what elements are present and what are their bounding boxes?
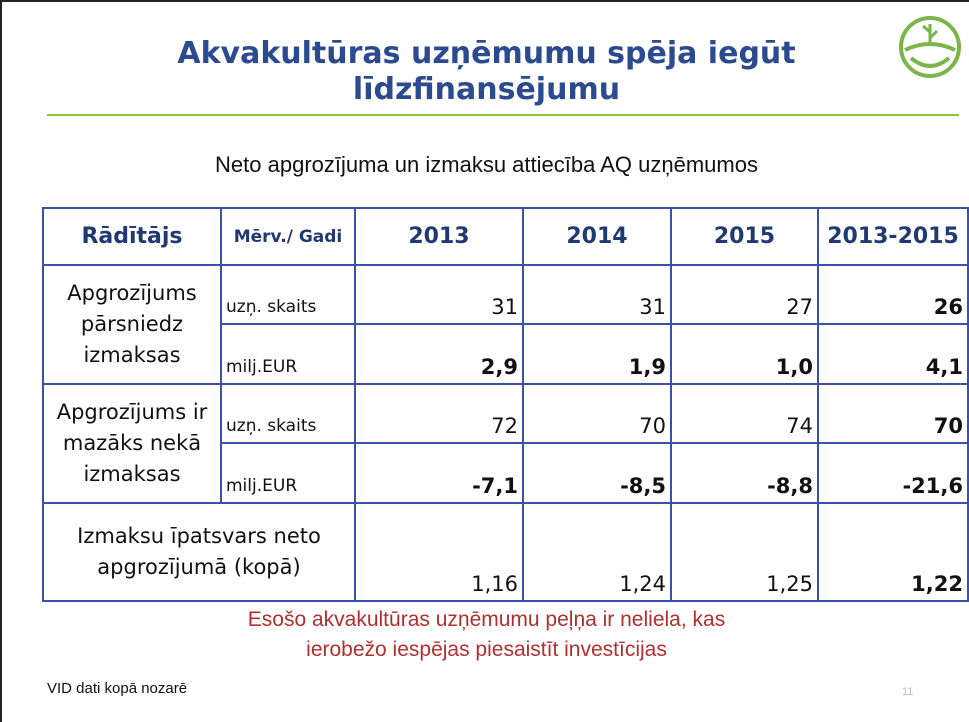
title-line: Akvakultūras uzņēmumu spēja iegūt [177, 36, 796, 71]
conclusion-line: ierobežo iespējas piesaistīt investīcija… [306, 638, 667, 661]
table-row: Apgrozījums pārsniedz izmaksas uzņ. skait… [42, 264, 969, 385]
value-cell: 70 [817, 383, 969, 444]
unit-cell: uzņ. skaits [220, 383, 356, 444]
value-cell: 27 [670, 264, 819, 325]
total-row: Izmaksu īpatsvars neto apgrozījumā (kopā… [42, 502, 969, 602]
value-cell: -21,6 [817, 442, 969, 504]
header-cell: 2014 [522, 207, 672, 266]
value-cell: 31 [354, 264, 524, 325]
unit-cell: uzņ. skaits [220, 264, 356, 325]
unit-cell: milj.EUR [220, 442, 356, 504]
header-cell: Rādītājs [42, 207, 222, 266]
header-cell: 2013 [354, 207, 524, 266]
group-label: Apgrozījums pārsniedz izmaksas [42, 264, 222, 385]
value-cell: 1,9 [522, 323, 672, 385]
value-cell: 1,22 [817, 502, 969, 602]
data-table: Rādītājs Mērv./ Gadi 2013 2014 2015 2013-2015… [42, 207, 969, 602]
header-cell: 2013-2015 [817, 207, 969, 266]
value-cell: 72 [354, 383, 524, 444]
value-cell: -8,5 [522, 442, 672, 504]
value-cell: 74 [670, 383, 819, 444]
group-label: Apgrozījums ir mazāks nekā izmaksas [42, 383, 222, 504]
page-number: 11 [902, 686, 914, 698]
value-cell: -7,1 [354, 442, 524, 504]
table-row: milj.EUR 2,9 1,9 1,0 4,1 [43, 323, 969, 385]
header-cell: 2015 [670, 207, 819, 266]
value-cell: 1,24 [522, 502, 672, 602]
header-cell: Mērv./ Gadi [220, 207, 356, 266]
value-cell: 2,9 [354, 323, 524, 385]
header-row: Rādītājs Mērv./ Gadi 2013 2014 2015 2013-2015 [42, 207, 969, 266]
value-cell: 31 [522, 264, 672, 325]
title-rule [47, 114, 959, 116]
value-cell: 1,0 [670, 323, 819, 385]
table-row: Apgrozījums ir mazāks nekā izmaksas uzņ. … [42, 383, 969, 504]
source-note: VID dati kopā nozarē [47, 680, 188, 697]
value-cell: 26 [817, 264, 969, 325]
conclusion-line: Esošo akvakultūras uzņēmumu peļņa ir nel… [247, 608, 726, 631]
value-cell: 1,25 [670, 502, 819, 602]
table-row: milj.EUR -7,1 -8,5 -8,8 -21,6 [43, 442, 969, 504]
logo [899, 16, 961, 78]
value-cell: 4,1 [817, 323, 969, 385]
value-cell: -8,8 [670, 442, 819, 504]
value-cell: 1,16 [354, 502, 524, 602]
unit-cell: milj.EUR [220, 323, 356, 385]
value-cell: 70 [522, 383, 672, 444]
title-line: līdzfinansējumu [352, 72, 621, 107]
total-label: Izmaksu īpatsvars neto apgrozījumā (kopā… [42, 502, 356, 602]
subtitle: Neto apgrozījuma un izmaksu attiecība AQ… [215, 152, 758, 177]
